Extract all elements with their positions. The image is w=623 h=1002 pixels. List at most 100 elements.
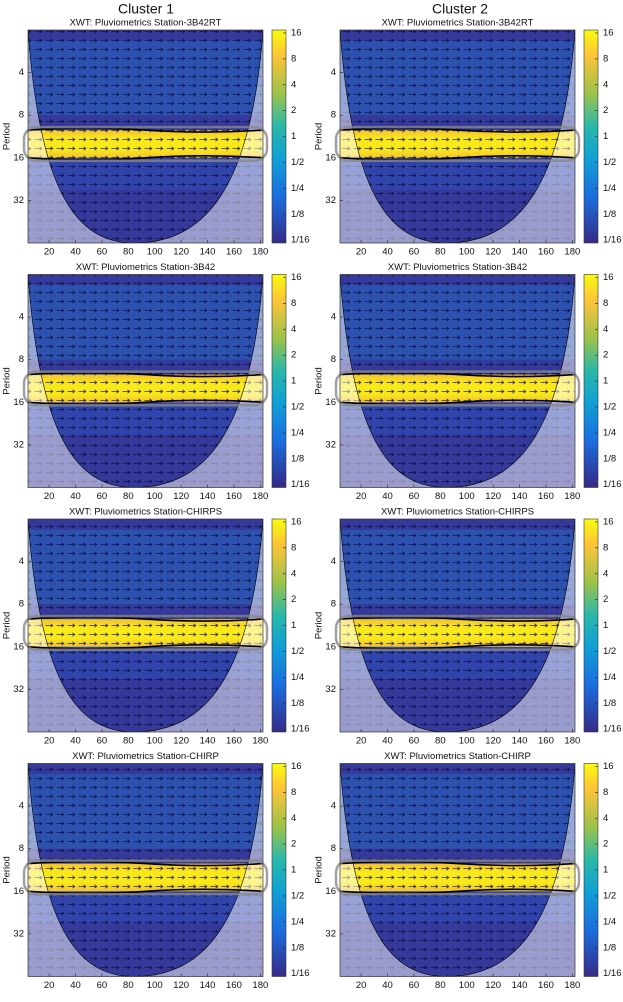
colorbar-tick-label: 8 bbox=[603, 298, 608, 309]
colorbar-tick-label: 1/2 bbox=[291, 646, 304, 657]
y-tick-label: 4 bbox=[19, 801, 24, 812]
x-tick-label: 180 bbox=[564, 980, 580, 991]
colorbar-tick-label: 1 bbox=[291, 376, 296, 387]
x-tick-label: 180 bbox=[564, 736, 580, 747]
colorbar-tick-label: 1/2 bbox=[603, 646, 616, 657]
coi-shade bbox=[340, 519, 575, 732]
x-tick-label: 100 bbox=[459, 736, 475, 747]
contour bbox=[340, 860, 575, 867]
colorbar-tick-label: 1/8 bbox=[603, 209, 616, 220]
colorbar-tick-label: 1/4 bbox=[603, 916, 616, 927]
chart-title: XWT: Pluviometrics Station-3B42RT bbox=[70, 18, 222, 29]
coi-shade bbox=[28, 274, 263, 488]
colorbar-tick-label: 2 bbox=[603, 350, 608, 361]
plot-area bbox=[340, 519, 575, 732]
contour bbox=[340, 155, 575, 161]
contour bbox=[28, 616, 263, 622]
colorbar-tick-label: 4 bbox=[291, 568, 296, 579]
colorbar-tick-label: 1/16 bbox=[603, 235, 622, 246]
x-tick-label: 80 bbox=[123, 247, 134, 258]
colorbar-tick-label: 1/8 bbox=[291, 453, 304, 464]
x-tick-label: 140 bbox=[512, 491, 528, 502]
x-tick-label: 40 bbox=[382, 247, 393, 258]
colorbar-tick-label: 1 bbox=[291, 131, 296, 142]
y-tick-label: 4 bbox=[331, 67, 336, 78]
y-axis-label: Period bbox=[314, 612, 325, 639]
chart-title: XWT: Pluviometrics Station-CHIRPS bbox=[381, 507, 534, 518]
colorbar-tick-label: 4 bbox=[291, 324, 296, 335]
x-tick-label: 120 bbox=[173, 247, 189, 258]
x-tick-label: 120 bbox=[485, 736, 501, 747]
x-tick-label: 40 bbox=[382, 736, 393, 747]
x-tick-label: 160 bbox=[226, 736, 242, 747]
colorbar-tick-label: 1 bbox=[603, 865, 608, 876]
plot-area bbox=[340, 763, 575, 977]
x-tick-label: 100 bbox=[147, 980, 163, 991]
significance-outline bbox=[334, 859, 581, 896]
contour bbox=[340, 888, 575, 895]
y-tick-label: 16 bbox=[325, 641, 336, 652]
colorbar-tick-label: 1/8 bbox=[291, 942, 304, 953]
contour bbox=[340, 616, 575, 622]
colorbar-tick-label: 1 bbox=[603, 131, 608, 142]
contour bbox=[28, 127, 263, 133]
x-tick-label: 120 bbox=[173, 491, 189, 502]
colorbar-tick-label: 16 bbox=[291, 27, 302, 38]
x-tick-label: 160 bbox=[538, 247, 554, 258]
x-tick-label: 160 bbox=[538, 491, 554, 502]
x-tick-label: 20 bbox=[356, 491, 367, 502]
colorbar-tick-label: 8 bbox=[291, 787, 296, 798]
column-header: Cluster 2 bbox=[432, 1, 488, 17]
x-tick-label: 120 bbox=[485, 247, 501, 258]
y-axis-label: Period bbox=[2, 367, 13, 394]
colorbar-tick-label: 8 bbox=[603, 53, 608, 64]
colorbar-tick-label: 1/4 bbox=[291, 427, 304, 438]
x-tick-label: 60 bbox=[97, 247, 108, 258]
x-tick-label: 20 bbox=[356, 247, 367, 258]
x-tick-label: 100 bbox=[147, 491, 163, 502]
colorbar-tick-label: 1/16 bbox=[291, 235, 310, 246]
colorbar-tick-label: 16 bbox=[603, 272, 614, 283]
y-tick-label: 32 bbox=[13, 928, 24, 939]
x-tick-label: 100 bbox=[147, 736, 163, 747]
colorbar-tick-label: 1/8 bbox=[291, 209, 304, 220]
significance-outline bbox=[334, 370, 581, 407]
x-tick-label: 60 bbox=[409, 491, 420, 502]
colorbar-tick-label: 8 bbox=[291, 298, 296, 309]
colorbar-tick-label: 1/2 bbox=[291, 890, 304, 901]
colorbar-tick-label: 1/2 bbox=[291, 401, 304, 412]
y-tick-label: 4 bbox=[331, 801, 336, 812]
significance-outline bbox=[22, 125, 269, 163]
plot-area bbox=[28, 519, 263, 732]
y-tick-label: 8 bbox=[331, 599, 336, 610]
colorbar-tick-label: 2 bbox=[291, 105, 296, 116]
y-tick-label: 32 bbox=[325, 684, 336, 695]
colorbar-tick-label: 1 bbox=[291, 865, 296, 876]
plot-area bbox=[28, 274, 263, 488]
significance-outline bbox=[22, 614, 269, 652]
colorbar-tick-label: 1/8 bbox=[603, 698, 616, 709]
significance-outline bbox=[334, 614, 581, 652]
x-tick-label: 180 bbox=[564, 491, 580, 502]
column-header: Cluster 1 bbox=[118, 1, 174, 17]
colorbar-tick-label: 1 bbox=[603, 376, 608, 387]
y-tick-label: 16 bbox=[13, 152, 24, 163]
colorbar-tick-label: 2 bbox=[291, 350, 296, 361]
colorbar-tick-label: 1/2 bbox=[603, 890, 616, 901]
x-tick-label: 80 bbox=[123, 980, 134, 991]
x-tick-label: 120 bbox=[485, 980, 501, 991]
y-tick-label: 32 bbox=[325, 928, 336, 939]
contour bbox=[28, 860, 263, 867]
contour bbox=[28, 371, 263, 378]
colorbar-tick-label: 4 bbox=[603, 568, 608, 579]
colorbar-tick-label: 1/4 bbox=[291, 916, 304, 927]
x-tick-label: 180 bbox=[252, 736, 268, 747]
plot-area bbox=[340, 274, 575, 488]
colorbar-tick-label: 16 bbox=[291, 761, 302, 772]
colorbar-tick-label: 8 bbox=[291, 53, 296, 64]
x-tick-label: 160 bbox=[226, 247, 242, 258]
y-tick-label: 4 bbox=[331, 312, 336, 323]
plot-frame bbox=[27, 29, 264, 244]
plot-frame bbox=[339, 274, 576, 488]
x-tick-label: 100 bbox=[459, 491, 475, 502]
